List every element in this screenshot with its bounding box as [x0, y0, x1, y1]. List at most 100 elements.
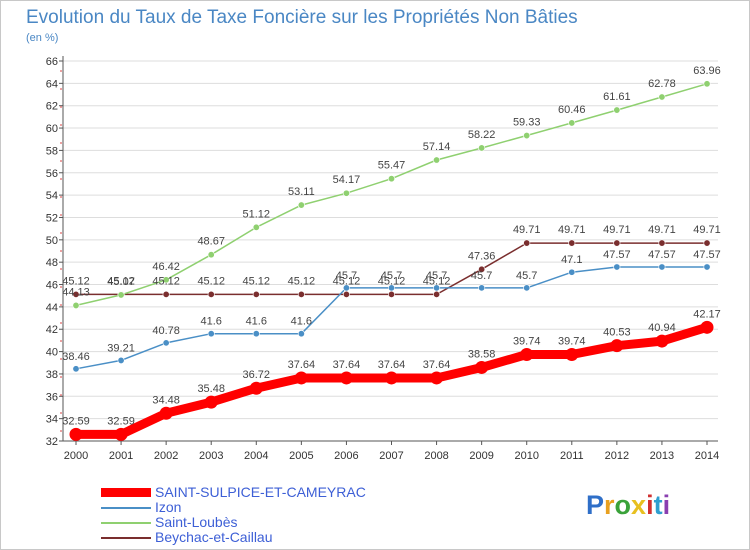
data-label-s2-2004: 51.12 — [243, 208, 271, 220]
data-label-s3-2010: 49.71 — [513, 224, 541, 236]
point-s0-2010 — [520, 347, 534, 361]
point-s2-2010 — [523, 132, 531, 140]
data-label-s2-2001: 45.07 — [107, 276, 135, 288]
y-tick-label-54: 54 — [46, 190, 58, 202]
point-s2-2006 — [342, 189, 350, 197]
data-label-s2-2011: 60.46 — [558, 104, 586, 116]
data-label-s3-2013: 49.71 — [648, 224, 676, 236]
logo-letter: i — [662, 490, 671, 520]
y-tick-label-42: 42 — [46, 324, 58, 336]
legend-label-saint-sulpice: SAINT-SULPICE-ET-CAMEYRAC — [155, 484, 366, 500]
logo-letter: o — [614, 490, 632, 520]
point-s3-2004 — [252, 290, 260, 298]
data-label-s0-2013: 40.94 — [648, 322, 676, 334]
point-s0-2012 — [610, 339, 624, 353]
data-label-s3-2006: 45.12 — [333, 275, 361, 287]
data-label-s2-2010: 59.33 — [513, 117, 541, 129]
point-s1-2011 — [568, 268, 576, 276]
data-label-s2-2013: 62.78 — [648, 78, 676, 90]
axis-dot — [60, 250, 62, 252]
data-label-s1-2007: 45.7 — [381, 270, 402, 282]
axis-dot — [60, 304, 62, 306]
data-label-s2-2000: 44.13 — [62, 286, 90, 298]
point-s2-2001 — [117, 291, 125, 299]
data-label-s1-2001: 39.21 — [107, 342, 135, 354]
point-s1-2006 — [342, 284, 350, 292]
x-tick-label-2008: 2008 — [424, 450, 448, 462]
point-s2-2000 — [72, 301, 80, 309]
data-label-s2-2012: 61.61 — [603, 91, 631, 103]
chart-subtitle: (en %) — [26, 32, 59, 44]
data-label-s3-2014: 49.71 — [693, 224, 721, 236]
point-s0-2014 — [700, 320, 714, 334]
axis-dot — [60, 286, 62, 288]
axis-dot — [60, 340, 62, 342]
legend-label-izon: Izon — [155, 499, 182, 515]
point-s2-2005 — [297, 201, 305, 209]
data-label-s2-2005: 53.11 — [288, 186, 315, 198]
data-label-s2-2003: 48.67 — [197, 236, 225, 248]
point-s1-2003 — [207, 330, 215, 338]
point-s3-2014 — [703, 239, 711, 247]
data-label-s2-2002: 46.42 — [152, 261, 180, 273]
axis-dot — [60, 214, 62, 216]
data-label-s0-2012: 40.53 — [603, 327, 631, 339]
point-s3-2006 — [342, 290, 350, 298]
y-tick-label-46: 46 — [46, 280, 58, 292]
y-tick-label-52: 52 — [46, 212, 58, 224]
data-label-s3-2003: 45.12 — [197, 275, 225, 287]
y-tick-label-36: 36 — [46, 391, 58, 403]
axis-dot — [60, 70, 62, 72]
proxiti-logo: Proxiti — [586, 490, 670, 521]
y-tick-label-66: 66 — [46, 56, 58, 68]
x-tick-label-2005: 2005 — [289, 450, 313, 462]
x-tick-label-2002: 2002 — [154, 450, 178, 462]
data-label-s1-2002: 40.78 — [152, 325, 180, 337]
data-label-s1-2012: 47.57 — [603, 249, 631, 261]
data-label-s0-2009: 38.58 — [468, 348, 496, 360]
data-label-s1-2011: 47.1 — [561, 254, 582, 266]
data-label-s1-2014: 47.57 — [693, 249, 721, 261]
legend-swatch-izon — [101, 507, 151, 509]
point-s2-2009 — [478, 144, 486, 152]
axis-dot — [60, 322, 62, 324]
y-tick-label-58: 58 — [46, 145, 58, 157]
point-s1-2007 — [387, 284, 395, 292]
x-tick-label-2001: 2001 — [109, 450, 133, 462]
y-tick-label-62: 62 — [46, 101, 58, 113]
point-s3-2010 — [523, 239, 531, 247]
point-s3-2003 — [207, 290, 215, 298]
point-s0-2002 — [159, 406, 173, 420]
axis-dot — [60, 232, 62, 234]
data-points — [69, 80, 714, 441]
point-s3-2009 — [478, 265, 486, 273]
axis-dot — [60, 412, 62, 414]
data-label-s3-2008: 45.12 — [423, 275, 451, 287]
data-label-s1-2005: 41.6 — [291, 316, 312, 328]
y-tick-label-64: 64 — [46, 78, 58, 90]
axis-dot — [60, 430, 62, 432]
point-s0-2011 — [565, 347, 579, 361]
point-s2-2002 — [162, 276, 170, 284]
point-s1-2002 — [162, 339, 170, 347]
axis-dot — [60, 376, 62, 378]
data-label-s0-2014: 42.17 — [693, 308, 721, 320]
data-label-s3-2005: 45.12 — [288, 275, 316, 287]
point-s3-2013 — [658, 239, 666, 247]
point-s2-2007 — [387, 175, 395, 183]
data-label-s2-2006: 54.17 — [333, 174, 361, 186]
logo-letter: r — [604, 490, 615, 520]
point-s0-2003 — [204, 395, 218, 409]
point-s0-2013 — [655, 334, 669, 348]
data-label-s1-2013: 47.57 — [648, 249, 676, 261]
point-s0-2008 — [430, 371, 444, 385]
y-tick-label-44: 44 — [46, 302, 58, 314]
line-chart: 32 34 36 38 40 42 44 46 48 50 52 54 56 58 60 62 64 66 2000… — [46, 56, 721, 462]
legend-swatch-saint-loubes — [101, 522, 151, 524]
data-label-s0-2003: 35.48 — [197, 383, 225, 395]
point-s1-2014 — [703, 263, 711, 271]
data-label-s1-2006: 45.7 — [336, 270, 357, 282]
data-label-s0-2006: 37.64 — [333, 359, 361, 371]
chart-title: Evolution du Taux de Taxe Foncière sur l… — [26, 7, 578, 28]
axis-dot — [60, 196, 62, 198]
